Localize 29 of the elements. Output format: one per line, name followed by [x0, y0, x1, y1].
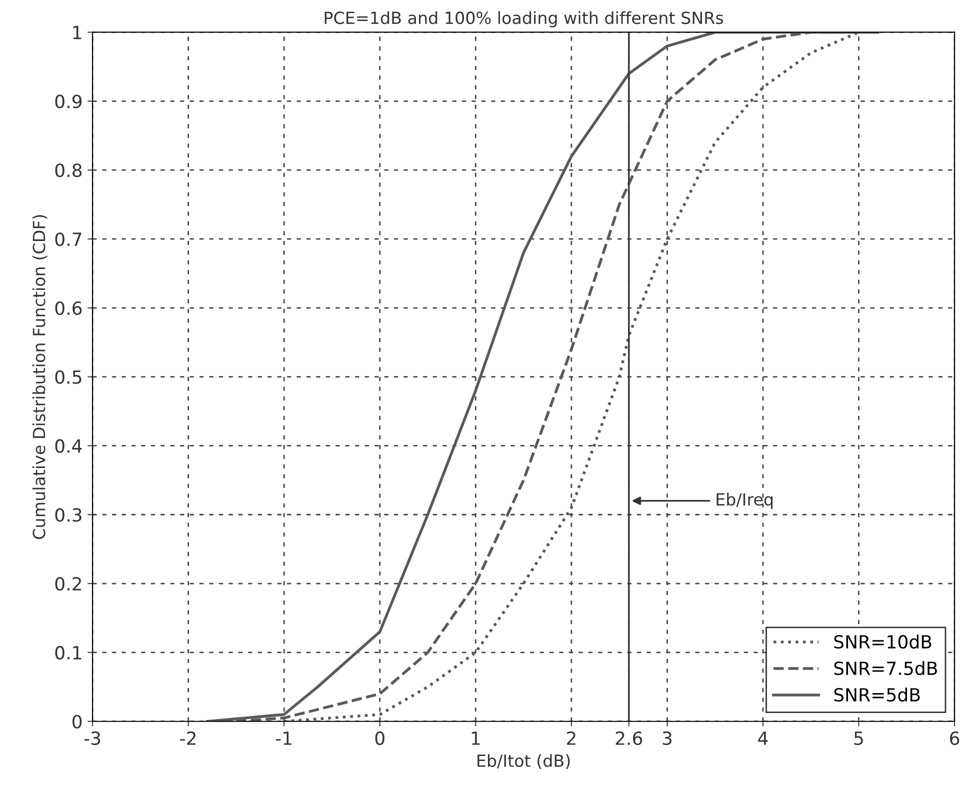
y-tick-label: 1: [73, 26, 82, 40]
x-tick-label: 3: [662, 731, 672, 746]
x-tick-label: 1: [472, 732, 480, 745]
y-tick-label: 0.9: [55, 94, 82, 108]
y-axis-title: Cumulative Distribution Function (CDF): [32, 215, 48, 539]
y-tick-label: 0.3: [55, 508, 82, 522]
x-tick-label: 6: [950, 731, 960, 746]
y-tick-label: 0.1: [55, 646, 82, 660]
legend-label: SNR=10dB: [834, 634, 932, 649]
x-tick-label: -3: [84, 731, 100, 746]
y-tick-label: 0.6: [55, 301, 82, 316]
y-tick-label: 0.2: [55, 577, 81, 591]
x-tick-label: 0: [375, 731, 384, 746]
x-tick-label: -1: [276, 732, 292, 745]
y-tick-label: 0.8: [55, 164, 82, 178]
x-axis-title: Eb/Itot (dB): [478, 754, 570, 769]
legend-label: SNR=5dB: [834, 688, 920, 702]
legend-label: SNR=7.5dB: [834, 661, 937, 676]
annotation: Eb/Ireq: [716, 492, 773, 509]
x-tick-label: 2: [566, 731, 576, 745]
y-tick-label: 0: [72, 714, 82, 728]
y-tick-label: 0.5: [55, 370, 82, 384]
x-tick-label: 2.6: [616, 731, 642, 746]
x-tick-label: 4: [758, 732, 768, 745]
x-tick-label: 5: [854, 732, 863, 746]
x-tick-label: -2: [180, 731, 196, 745]
y-tick-label: 0.4: [55, 439, 82, 453]
y-tick-label: 0.7: [55, 232, 82, 246]
chart-title: PCE=1dB and 100% loading with different SNRs: [324, 11, 724, 28]
